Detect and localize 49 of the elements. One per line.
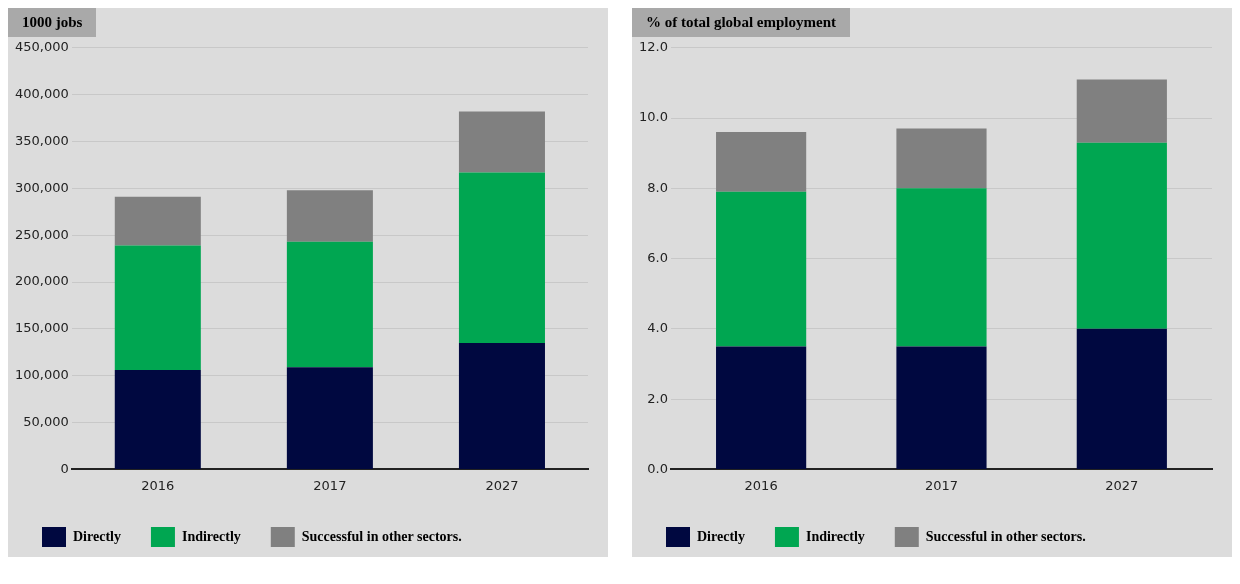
bar [1076, 142, 1167, 329]
bar [896, 188, 987, 347]
bar [286, 190, 373, 242]
bar [286, 367, 373, 469]
y-tick-label: 350,000 [14, 132, 69, 148]
x-tick-label: 2016 [141, 477, 175, 493]
bar [458, 172, 545, 343]
x-tick-label: 2017 [313, 477, 347, 493]
y-tick-label: 250,000 [14, 226, 69, 242]
y-tick-label: 0.0 [647, 460, 668, 476]
x-tick-label: 2027 [1105, 477, 1139, 493]
legend-label: Directly [73, 528, 121, 544]
y-axis-title: 1000 jobs [8, 8, 97, 37]
legend-label: Directly [697, 528, 745, 544]
bar [458, 342, 545, 469]
bar [458, 111, 545, 173]
y-tick-label: 12.0 [638, 39, 668, 55]
y-tick-label: 400,000 [14, 86, 69, 102]
x-tick-label: 2016 [744, 477, 778, 493]
bar [896, 128, 987, 189]
legend-label: Indirectly [181, 528, 241, 544]
y-tick-label: 10.0 [638, 109, 668, 125]
y-tick-label: 0 [60, 460, 69, 476]
legend-label: Successful in other sectors. [925, 528, 1086, 544]
legend-label: Indirectly [805, 528, 865, 544]
y-tick-label: 450,000 [14, 39, 69, 55]
bar [716, 346, 807, 469]
y-tick-label: 300,000 [14, 179, 69, 195]
bar [716, 191, 807, 347]
y-tick-label: 100,000 [14, 367, 69, 383]
x-tick-label: 2027 [485, 477, 519, 493]
y-tick-label: 50,000 [23, 413, 69, 429]
bar [114, 196, 201, 246]
y-tick-label: 200,000 [14, 273, 69, 289]
y-tick-label: 4.0 [647, 320, 668, 336]
y-tick-label: 6.0 [647, 249, 668, 265]
y-axis-title: % of total global employment [632, 8, 850, 37]
bar [716, 132, 807, 192]
bar [114, 370, 201, 469]
bar [1076, 328, 1167, 469]
y-tick-label: 2.0 [647, 390, 668, 406]
x-tick-label: 2017 [924, 477, 959, 493]
bar [896, 346, 987, 469]
bar [114, 245, 201, 371]
legend-label: Successful in other sectors. [301, 528, 462, 544]
y-tick-label: 150,000 [14, 320, 69, 336]
y-tick-label: 8.0 [647, 179, 668, 195]
bar [286, 241, 373, 368]
bar [1076, 79, 1167, 143]
